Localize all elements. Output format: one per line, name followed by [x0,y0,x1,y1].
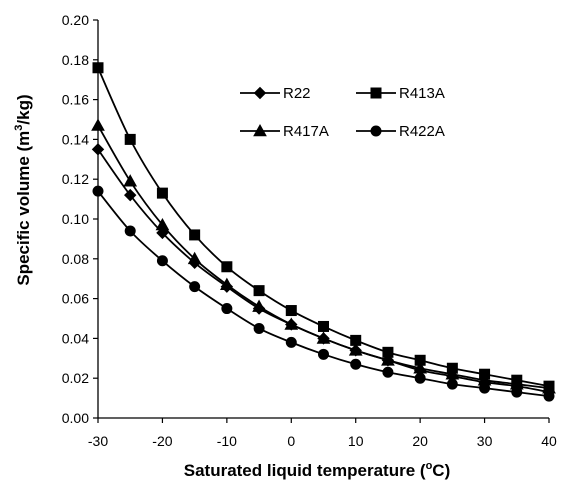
legend-marker-r413a [370,87,382,99]
data-point-r422a [156,255,168,267]
data-point-r417a [187,251,202,265]
data-point-r413a [189,229,201,241]
legend-item-r422a: R422A [356,123,445,140]
y-tick-label: 0.02 [62,370,89,386]
data-point-r417a [220,277,234,290]
data-point-r22 [91,143,105,156]
data-point-r422a [318,348,329,360]
x-tick-label: 10 [348,433,364,449]
data-point-r422a [221,303,233,315]
x-axis-ticks: -30 -20 -10 0 10 20 30 40 [88,418,557,449]
data-point-r417a [252,299,266,312]
legend-marker-r22 [253,86,267,100]
data-point-r417a [348,343,363,356]
legend-label-r417a: R417A [283,123,329,140]
series-r422a [92,185,555,402]
legend-item-r413a: R413A [356,85,445,102]
x-tick-label: -20 [152,433,172,449]
data-point-r417a [123,174,138,187]
data-point-r413a [124,133,136,145]
x-tick-label: 40 [541,433,557,449]
y-tick-label: 0.00 [62,410,89,426]
y-tick-label: 0.16 [62,92,89,108]
legend-label-r22: R22 [283,85,311,102]
y-axis-ticks: 0.00 0.02 0.04 0.06 0.08 0.10 0.12 0.14 0.16 0.18… [62,12,98,426]
x-tick-label: -30 [88,433,108,449]
data-point-r422a [350,358,362,370]
data-point-r417a [316,331,331,344]
x-axis-title: Saturated liquid temperature (oC) [184,460,451,480]
y-axis-title: Specific volume (m3/kg) [13,94,33,285]
data-point-r422a [511,386,523,398]
data-point-r417a [381,353,395,366]
y-tick-label: 0.10 [62,211,89,227]
data-point-r22 [124,188,137,202]
series-r417a [91,118,556,394]
y-tick-label: 0.04 [62,330,89,346]
data-point-r413a [253,285,265,297]
legend-label-r422a: R422A [399,123,445,140]
x-tick-label: 20 [412,433,428,449]
data-point-r413a [318,320,329,332]
y-tick-label: 0.18 [62,52,89,68]
data-point-r417a [155,217,170,231]
legend-label-r413a: R413A [399,85,445,102]
data-point-r422a [124,225,136,237]
data-point-r413a [156,187,168,199]
y-tick-label: 0.08 [62,251,89,267]
data-point-r413a [92,62,104,74]
series-line-r422a [97,190,550,398]
legend-marker-r422a [370,125,382,137]
data-point-r422a [189,281,201,293]
legend-item-r417a: R417A [240,123,329,140]
x-tick-label: 30 [477,433,493,449]
series-layer [91,62,556,402]
data-point-r422a [446,378,458,390]
y-tick-label: 0.06 [62,291,89,307]
data-point-r422a [92,185,104,197]
legend-marker-r417a [253,123,267,137]
data-point-r422a [382,366,394,378]
data-point-r422a [414,372,426,384]
y-tick-label: 0.12 [62,171,89,187]
y-tick-label: 0.20 [62,12,89,28]
data-point-r422a [253,322,265,334]
data-point-r422a [479,382,491,394]
y-tick-label: 0.14 [62,131,89,147]
x-tick-label: 0 [287,433,295,449]
data-point-r413a [285,305,297,317]
data-point-r417a [284,317,299,330]
data-point-r422a [285,336,297,348]
x-tick-label: -10 [217,433,237,449]
data-point-r417a [91,118,105,131]
legend-item-r22: R22 [240,85,311,102]
data-point-r413a [221,261,233,273]
data-point-r422a [543,390,555,402]
legend: R22 R413A R417A R422A [240,85,445,140]
